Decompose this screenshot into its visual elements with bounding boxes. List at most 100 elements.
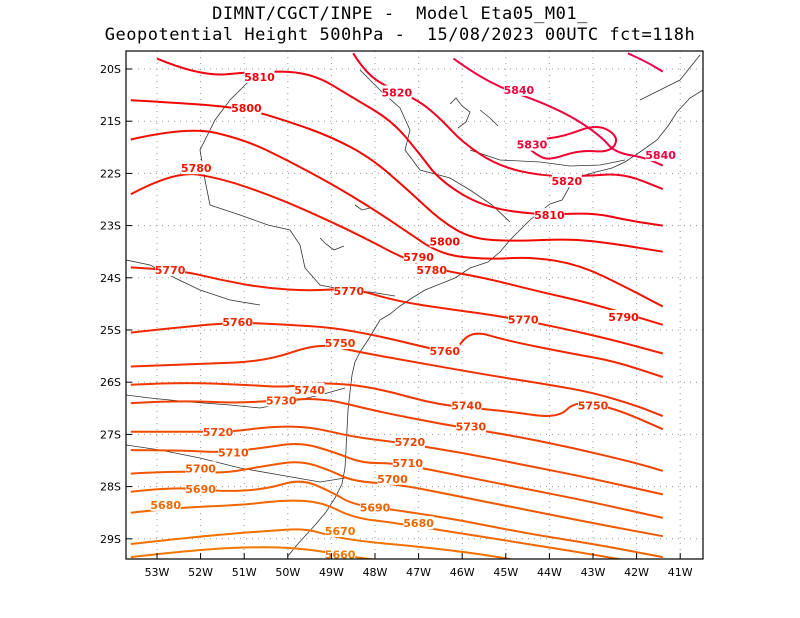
- contour-5790: [130, 129, 664, 308]
- contour-5780: [130, 173, 664, 326]
- contour-5760: [130, 322, 664, 378]
- contour-label-bg: [516, 137, 547, 151]
- contour-label-bg: [222, 315, 253, 329]
- contour-label: 5690: [185, 483, 216, 496]
- contour-label-bg: [333, 283, 364, 297]
- contour-label: 5780: [416, 264, 447, 277]
- contour-label-bg: [185, 461, 216, 475]
- contour-label-bg: [429, 343, 460, 357]
- contour-5730: [130, 397, 664, 472]
- contour-label: 5780: [181, 162, 212, 175]
- contour-label-bg: [155, 262, 186, 276]
- contour-5830: [526, 126, 618, 160]
- contour-label-bg: [203, 424, 234, 438]
- contour-label-bg: [181, 161, 212, 175]
- contour-label: 5720: [203, 426, 234, 439]
- lat-label: 29S: [100, 533, 121, 546]
- contour-5660: [130, 546, 378, 559]
- contour-5740: [130, 382, 664, 431]
- contour-label-bg: [325, 547, 356, 559]
- contour-label: 5670: [325, 525, 356, 538]
- lat-label: 26S: [100, 376, 121, 389]
- contour-label: 5700: [377, 473, 408, 486]
- contour-label: 5750: [578, 400, 609, 413]
- contour-label: 5690: [360, 501, 391, 514]
- contour-label-bg: [578, 398, 608, 412]
- contour-label: 5730: [456, 421, 487, 434]
- contour-label-bg: [231, 101, 262, 115]
- contour-label-bg: [392, 456, 423, 470]
- contour-label: 5820: [381, 86, 412, 99]
- contour-5770: [130, 266, 664, 355]
- contour-label: 5680: [150, 499, 181, 512]
- contour-label: 5700: [185, 462, 216, 475]
- contour-label: 5760: [429, 345, 460, 358]
- contour-label-bg: [429, 234, 460, 248]
- contour-label: 5800: [231, 102, 262, 115]
- contour-label-bg: [394, 435, 425, 449]
- contour-label-bg: [218, 445, 249, 459]
- contour-label-bg: [185, 482, 216, 496]
- lon-label: 49W: [319, 566, 344, 579]
- contour-label-bg: [503, 82, 534, 96]
- contour-label-bg: [325, 336, 356, 350]
- contour-label-bg: [403, 249, 434, 263]
- lon-label: 52W: [188, 566, 213, 579]
- lon-label: 46W: [450, 566, 475, 579]
- contour-5690: [130, 480, 663, 559]
- contour-labels: 5810 5820 5840 5800 5830 5840 5780 5820 5810 5800…: [150, 69, 676, 561]
- contour-label: 5790: [403, 251, 434, 264]
- contour-5750: [130, 344, 664, 418]
- lat-label: 21S: [100, 115, 121, 128]
- contour-label: 5740: [294, 384, 325, 397]
- axis-labels: 20S 21S 22S 23S 24S 25S 26S 27S 28S 29S 53W 52W 51W 5…: [100, 63, 693, 579]
- contour-label-bg: [551, 174, 582, 188]
- contour-label-bg: [294, 383, 325, 397]
- contour-label: 5820: [552, 175, 583, 188]
- contour-label: 5660: [325, 548, 356, 561]
- lat-label: 20S: [100, 63, 121, 76]
- contour-label: 5730: [266, 394, 297, 407]
- lon-label: 51W: [232, 566, 257, 579]
- contour-label-bg: [416, 262, 447, 276]
- contour-label: 5830: [517, 139, 548, 152]
- contour-label-bg: [645, 148, 676, 162]
- lat-label: 27S: [100, 428, 121, 441]
- contour-label-bg: [244, 69, 275, 83]
- contour-label: 5720: [395, 436, 426, 449]
- map-title-line-1: DIMNT/CGCT/INPE - Model Eta05_M01_: [212, 4, 588, 24]
- lat-label: 28S: [100, 481, 121, 494]
- lat-label: 25S: [100, 324, 121, 337]
- contour-label-bg: [377, 471, 408, 485]
- lon-label: 41W: [668, 566, 693, 579]
- contour-5810: [156, 57, 663, 227]
- contour-label-bg: [608, 309, 639, 323]
- lon-label: 45W: [493, 566, 518, 579]
- contour-5840: [452, 57, 664, 167]
- lat-label: 23S: [100, 220, 121, 233]
- contour-label-bg: [381, 85, 412, 99]
- contour-5680: [130, 499, 624, 559]
- contour-5820: [352, 52, 664, 191]
- contour-label: 5810: [534, 209, 565, 222]
- lat-label: 22S: [100, 167, 121, 180]
- lon-label: 43W: [581, 566, 606, 579]
- contour-label: 5770: [155, 264, 186, 277]
- contour-label: 5840: [645, 149, 676, 162]
- contour-label-bg: [403, 516, 434, 530]
- contour-label-bg: [325, 523, 356, 537]
- lon-label: 48W: [363, 566, 388, 579]
- contour-label-bg: [266, 393, 297, 407]
- contour-label: 5750: [325, 337, 356, 350]
- height-contours: [130, 52, 664, 559]
- contour-label: 5810: [244, 71, 275, 84]
- contour-label-bg: [455, 419, 486, 433]
- contour-label: 5760: [222, 316, 253, 329]
- contour-5700: [130, 461, 663, 538]
- contour-label: 5770: [508, 314, 539, 327]
- contour-label-bg: [150, 497, 181, 511]
- coastline-and-borders: [126, 54, 703, 557]
- contour-label: 5710: [218, 447, 249, 460]
- lon-label: 44W: [537, 566, 562, 579]
